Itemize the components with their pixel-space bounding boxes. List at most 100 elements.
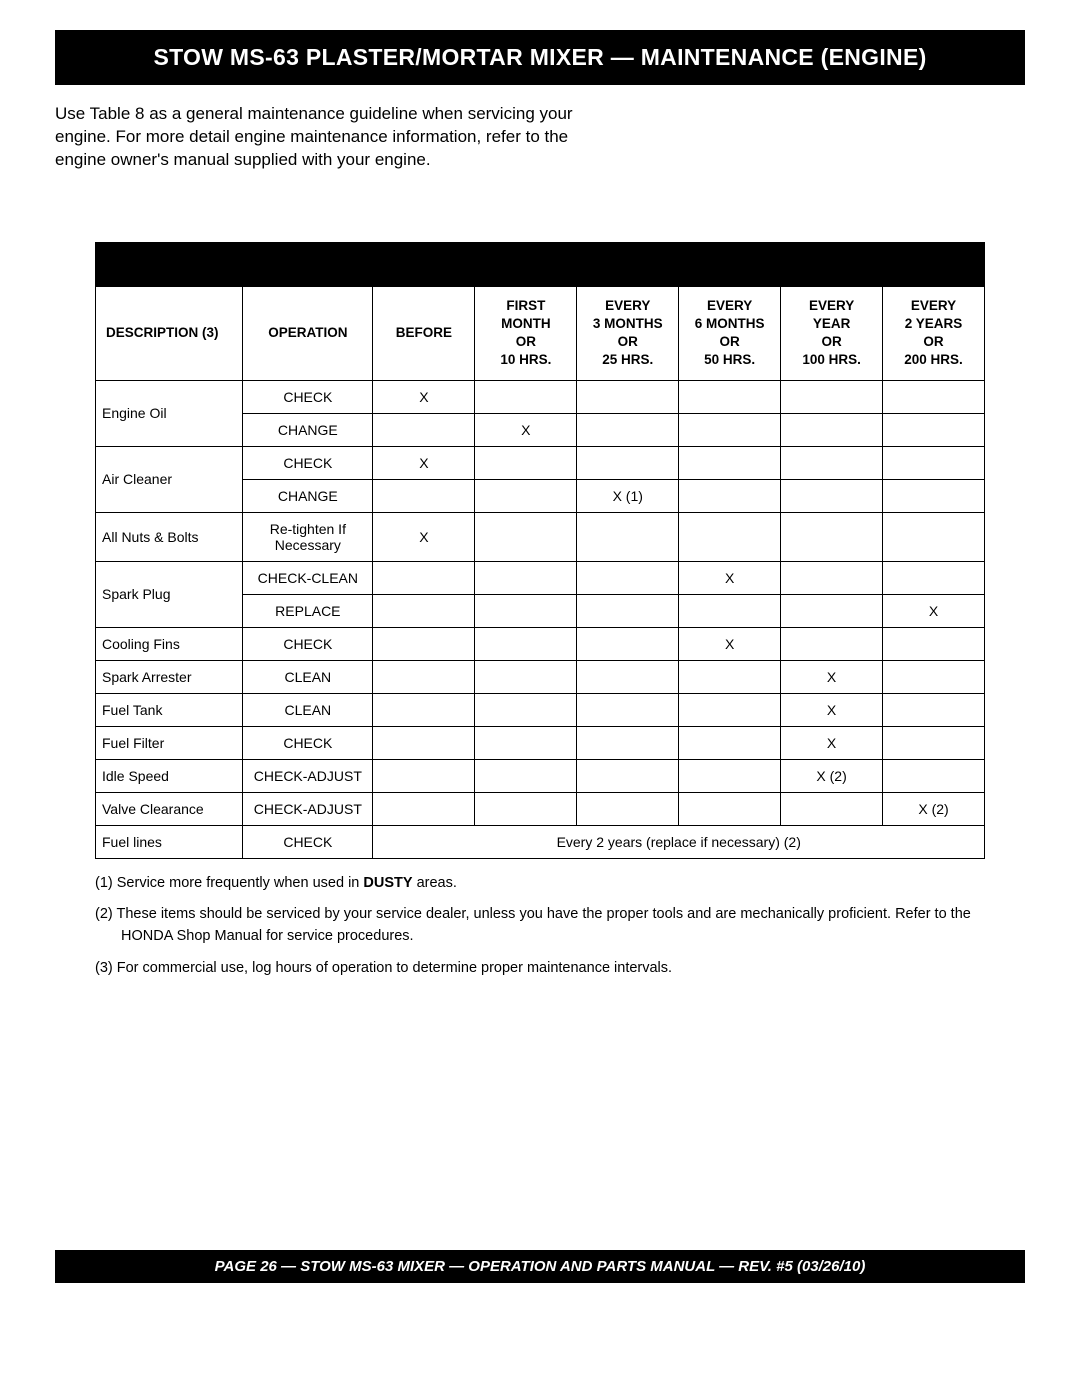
cell-span-note: Every 2 years (replace if necessary) (2) <box>373 825 985 858</box>
cell-mark <box>781 512 883 561</box>
footnote-2: (2) These items should be serviced by yo… <box>95 904 985 948</box>
col-header-before: BEFORE <box>373 286 475 380</box>
cell-mark <box>373 561 475 594</box>
cell-mark: X (2) <box>883 792 985 825</box>
cell-description: Engine Oil <box>96 380 243 446</box>
cell-mark <box>475 479 577 512</box>
cell-mark: X <box>373 380 475 413</box>
cell-mark: X <box>373 512 475 561</box>
cell-mark <box>475 446 577 479</box>
cell-mark <box>883 413 985 446</box>
cell-mark <box>577 693 679 726</box>
cell-mark <box>373 660 475 693</box>
cell-operation: CLEAN <box>243 693 373 726</box>
page-title: STOW MS-63 PLASTER/MORTAR MIXER — MAINTE… <box>153 44 926 70</box>
cell-operation: REPLACE <box>243 594 373 627</box>
col-header-operation: OPERATION <box>243 286 373 380</box>
cell-mark <box>373 759 475 792</box>
col-header-first-month: FIRSTMONTHOR10 HRS. <box>475 286 577 380</box>
cell-description: Cooling Fins <box>96 627 243 660</box>
cell-description: All Nuts & Bolts <box>96 512 243 561</box>
cell-mark <box>781 479 883 512</box>
cell-mark <box>679 380 781 413</box>
cell-mark <box>373 792 475 825</box>
cell-mark <box>475 512 577 561</box>
cell-mark <box>577 792 679 825</box>
col-header-every-2y: EVERY2 YEARSOR200 HRS. <box>883 286 985 380</box>
cell-mark <box>373 594 475 627</box>
cell-mark <box>883 660 985 693</box>
footnote-1: (1) Service more frequently when used in… <box>95 873 985 895</box>
cell-mark <box>679 693 781 726</box>
table-row: Engine Oil CHECK X <box>96 380 985 413</box>
cell-mark <box>679 726 781 759</box>
cell-mark <box>679 759 781 792</box>
cell-mark <box>883 627 985 660</box>
page-footer-text: PAGE 26 — STOW MS-63 MIXER — OPERATION A… <box>215 1258 866 1275</box>
cell-mark <box>577 413 679 446</box>
cell-operation: CHECK <box>243 380 373 413</box>
cell-mark <box>883 759 985 792</box>
cell-mark: X (2) <box>781 759 883 792</box>
maintenance-table: DESCRIPTION (3) OPERATION BEFORE FIRSTMO… <box>95 286 985 859</box>
cell-description: Spark Plug <box>96 561 243 627</box>
table-header-row: DESCRIPTION (3) OPERATION BEFORE FIRSTMO… <box>96 286 985 380</box>
cell-mark: X <box>781 726 883 759</box>
cell-mark <box>781 561 883 594</box>
cell-mark <box>373 726 475 759</box>
col-header-description: DESCRIPTION (3) <box>96 286 243 380</box>
cell-mark <box>883 446 985 479</box>
cell-operation: CHANGE <box>243 479 373 512</box>
table-row: Valve Clearance CHECK-ADJUST X (2) <box>96 792 985 825</box>
footnote-1-post: areas. <box>413 875 457 891</box>
cell-description: Fuel Tank <box>96 693 243 726</box>
cell-mark <box>475 693 577 726</box>
table-row: Air Cleaner CHECK X <box>96 446 985 479</box>
cell-mark <box>679 446 781 479</box>
cell-operation: CHECK <box>243 825 373 858</box>
cell-mark <box>679 479 781 512</box>
cell-mark: X <box>373 446 475 479</box>
intro-paragraph: Use Table 8 as a general maintenance gui… <box>55 103 615 172</box>
cell-operation: CHECK <box>243 446 373 479</box>
page-title-bar: STOW MS-63 PLASTER/MORTAR MIXER — MAINTE… <box>55 30 1025 85</box>
cell-mark <box>373 479 475 512</box>
cell-mark <box>883 380 985 413</box>
cell-mark <box>577 660 679 693</box>
cell-mark <box>781 446 883 479</box>
cell-description: Spark Arrester <box>96 660 243 693</box>
table-row: Cooling Fins CHECK X <box>96 627 985 660</box>
cell-mark: X <box>781 660 883 693</box>
maintenance-table-wrap: DESCRIPTION (3) OPERATION BEFORE FIRSTMO… <box>95 242 985 859</box>
cell-mark <box>577 512 679 561</box>
footnote-1-bold: DUSTY <box>363 875 412 891</box>
cell-description: Valve Clearance <box>96 792 243 825</box>
cell-mark <box>475 594 577 627</box>
cell-mark: X <box>781 693 883 726</box>
cell-mark: X <box>679 561 781 594</box>
cell-operation: CHECK <box>243 627 373 660</box>
cell-mark: X <box>679 627 781 660</box>
col-header-every-year: EVERYYEAROR100 HRS. <box>781 286 883 380</box>
col-header-every-3m: EVERY3 MONTHSOR25 HRS. <box>577 286 679 380</box>
table-row: Idle Speed CHECK-ADJUST X (2) <box>96 759 985 792</box>
cell-mark <box>679 413 781 446</box>
cell-mark <box>577 627 679 660</box>
cell-mark <box>679 660 781 693</box>
table-row: Spark Plug CHECK-CLEAN X <box>96 561 985 594</box>
cell-mark <box>373 693 475 726</box>
cell-mark <box>373 413 475 446</box>
footnote-3: (3) For commercial use, log hours of ope… <box>95 958 985 980</box>
cell-operation: CHECK-CLEAN <box>243 561 373 594</box>
cell-description: Fuel Filter <box>96 726 243 759</box>
table-row: Spark Arrester CLEAN X <box>96 660 985 693</box>
cell-mark <box>781 413 883 446</box>
table-black-band <box>95 242 985 286</box>
cell-description: Idle Speed <box>96 759 243 792</box>
cell-mark: X <box>475 413 577 446</box>
cell-mark <box>577 759 679 792</box>
footnotes: (1) Service more frequently when used in… <box>95 873 985 980</box>
cell-mark: X <box>883 594 985 627</box>
cell-operation: CHECK-ADJUST <box>243 759 373 792</box>
table-row: Fuel Filter CHECK X <box>96 726 985 759</box>
